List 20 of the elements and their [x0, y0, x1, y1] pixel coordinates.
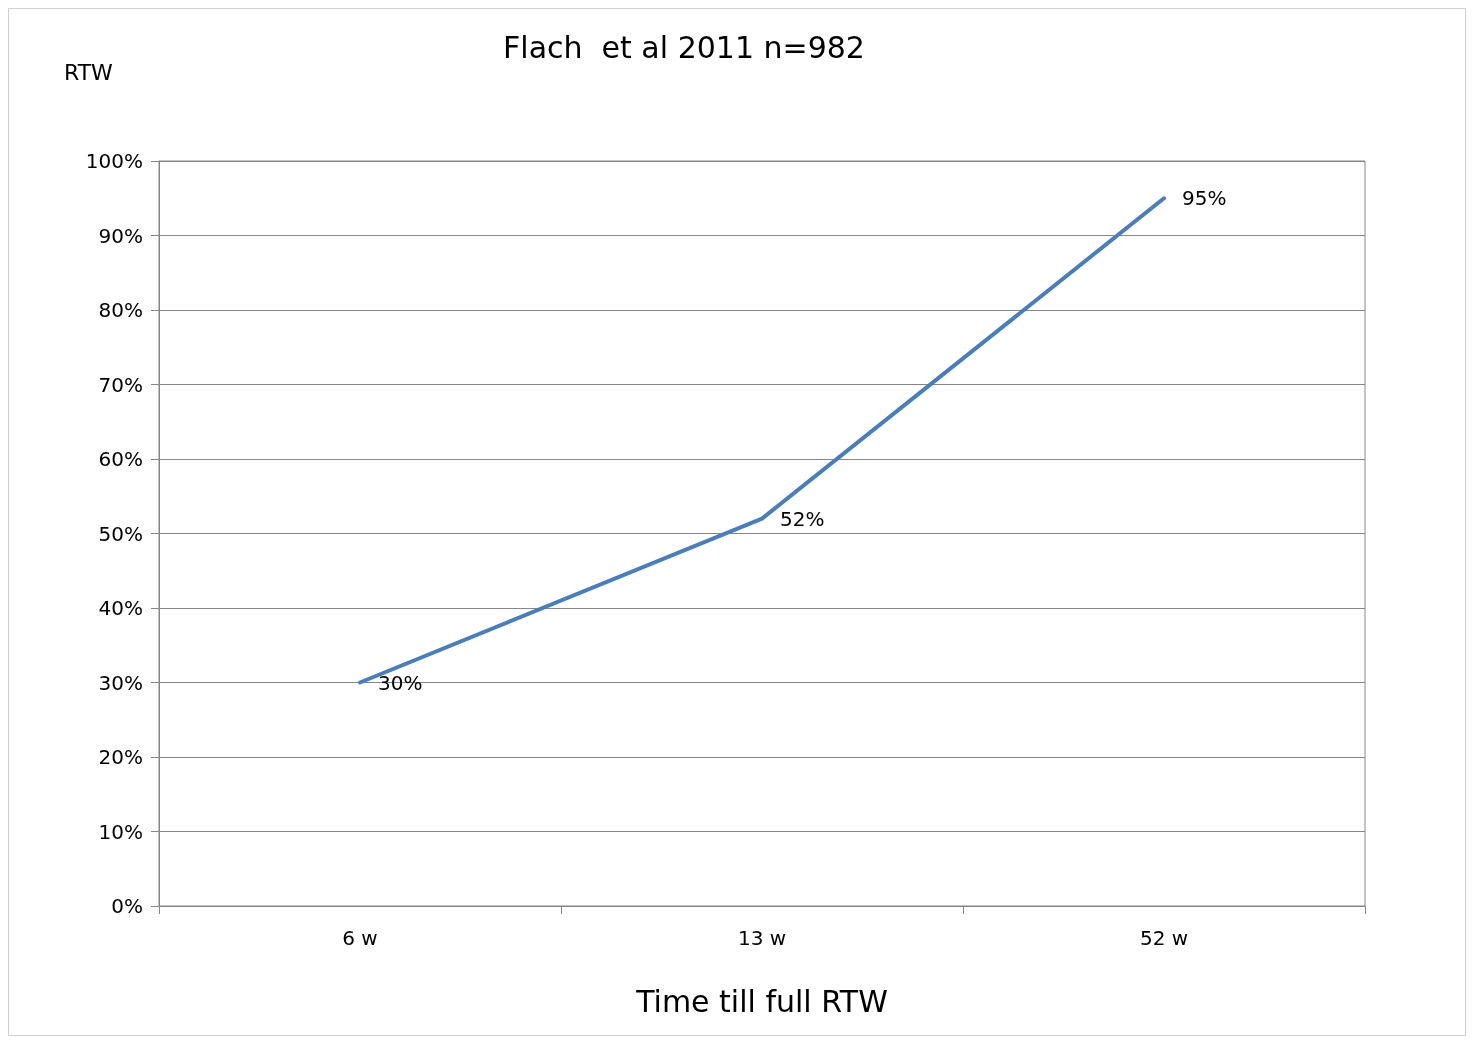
y-tick-label: 40%: [98, 596, 143, 620]
data-label: 30%: [378, 670, 423, 695]
y-tick-label: 60%: [98, 447, 143, 471]
data-label: 52%: [780, 506, 825, 531]
y-tick-label: 30%: [98, 670, 143, 695]
x-tick-label: 52 w: [1139, 926, 1189, 950]
chart-title: Flach et al 2011 n=982: [503, 29, 865, 65]
y-axis-title: RTW: [64, 59, 114, 85]
y-tick-label: 70%: [98, 372, 143, 397]
y-tick-label: 50%: [98, 521, 143, 546]
x-tick-label: 6 w: [342, 926, 378, 950]
y-tick-label: 10%: [98, 819, 143, 844]
x-axis-title: Time till full RTW: [635, 983, 888, 1019]
data-label: 95%: [1182, 186, 1227, 211]
y-tick-label: 80%: [98, 298, 143, 322]
y-tick-label: 100%: [85, 149, 143, 173]
x-tick-label: 13 w: [737, 926, 787, 950]
y-tick-label: 0%: [111, 894, 143, 918]
y-tick-label: 90%: [98, 223, 143, 248]
y-tick-label: 20%: [98, 745, 143, 769]
